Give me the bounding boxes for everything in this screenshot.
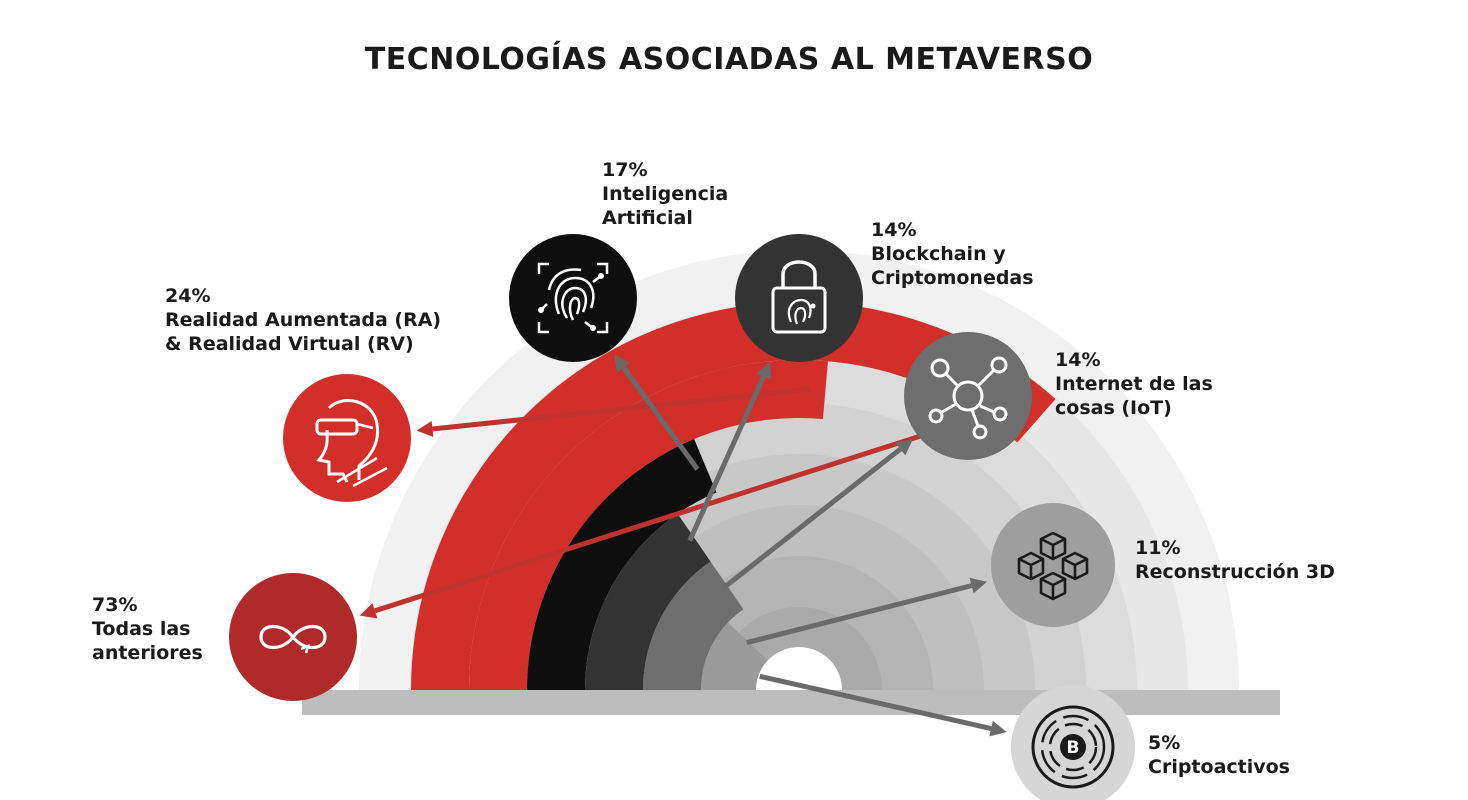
label-6: 11% Reconstrucción 3D [1135, 536, 1335, 584]
bar-5 [643, 561, 744, 690]
label-3: 17% Inteligencia Artificial [602, 158, 728, 230]
label-value-1: 73% [92, 594, 138, 616]
baseline-bar [302, 690, 1280, 715]
label-text-3-2: Artificial [602, 207, 693, 229]
arrow-6 [746, 583, 973, 646]
bar-4 [585, 513, 711, 690]
label-text-4-2: Criptomonedas [871, 267, 1034, 289]
arrow-4 [687, 375, 766, 542]
label-4: 14% Blockchain y Criptomonedas [871, 218, 1034, 290]
label-value-2: 24% [165, 285, 211, 307]
arrow-head-3 [614, 354, 631, 373]
label-text-6-1: Reconstrucción 3D [1135, 561, 1335, 583]
arrow-head-5 [895, 439, 913, 456]
label-text-2-2: & Realidad Virtual (RV) [165, 333, 414, 355]
bar-3 [527, 439, 717, 690]
label-text-1-1: Todas las [92, 618, 191, 640]
label-7: 5% Criptoactivos [1148, 731, 1290, 779]
label-2: 24% Realidad Aumentada (RA) & Realidad Vir… [165, 284, 441, 356]
label-text-7-1: Criptoactivos [1148, 756, 1290, 778]
label-value-6: 11% [1135, 537, 1181, 559]
arrow-3 [621, 366, 700, 471]
arrow-7 [759, 673, 992, 731]
icon-circle-6 [991, 503, 1115, 627]
label-text-2-1: Realidad Aumentada (RA) [165, 309, 442, 331]
label-value-3: 17% [602, 159, 648, 181]
arrow-head-4 [756, 361, 771, 380]
label-1: 73% Todas las anteriores [92, 593, 203, 665]
label-value-4: 14% [871, 219, 917, 241]
arrow-head-7 [989, 720, 1007, 737]
label-text-5-1: Internet de las [1055, 373, 1213, 395]
bar-6 [701, 622, 768, 690]
label-value-7: 5% [1148, 732, 1181, 754]
label-value-5: 14% [1055, 349, 1101, 371]
arrow-head-6 [969, 577, 988, 594]
arrow-2 [432, 386, 811, 432]
chart-title: TECNOLOGÍAS ASOCIADAS AL METAVERSO [364, 42, 1094, 77]
icon-circle-4 [735, 234, 863, 362]
label-text-5-2: cosas (IoT) [1055, 397, 1172, 419]
label-5: 14% Internet de las cosas (IoT) [1055, 348, 1213, 420]
arrow-head-2 [416, 421, 434, 437]
arrow-head-1 [359, 603, 378, 619]
arrow-5 [722, 447, 902, 590]
label-text-1-2: anteriores [92, 642, 203, 664]
arrow-1 [374, 402, 1019, 614]
icon-circle-5 [904, 332, 1032, 460]
label-text-4-1: Blockchain y [871, 243, 1006, 265]
label-text-3-1: Inteligencia [602, 183, 729, 205]
bar-1 [411, 302, 1056, 690]
icon-circle-2 [283, 374, 411, 502]
